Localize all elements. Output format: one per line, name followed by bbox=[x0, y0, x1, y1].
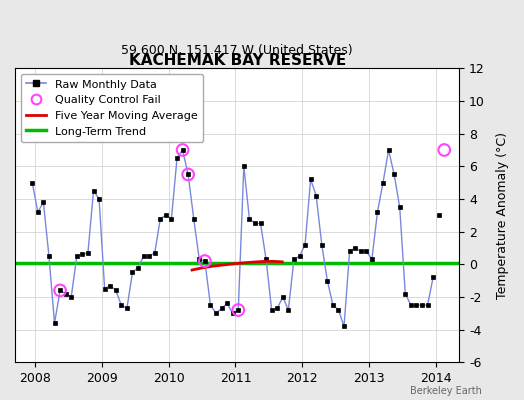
Point bbox=[201, 258, 209, 264]
Y-axis label: Temperature Anomaly (°C): Temperature Anomaly (°C) bbox=[496, 132, 509, 299]
Text: 59.600 N, 151.417 W (United States): 59.600 N, 151.417 W (United States) bbox=[122, 44, 353, 56]
Point bbox=[178, 147, 187, 153]
Title: KACHEMAK BAY RESERVE: KACHEMAK BAY RESERVE bbox=[128, 53, 346, 68]
Point bbox=[440, 147, 449, 153]
Point bbox=[234, 307, 243, 313]
Text: Berkeley Earth: Berkeley Earth bbox=[410, 386, 482, 396]
Legend: Raw Monthly Data, Quality Control Fail, Five Year Moving Average, Long-Term Tren: Raw Monthly Data, Quality Control Fail, … bbox=[20, 74, 203, 142]
Point bbox=[56, 287, 64, 294]
Point bbox=[184, 171, 192, 178]
